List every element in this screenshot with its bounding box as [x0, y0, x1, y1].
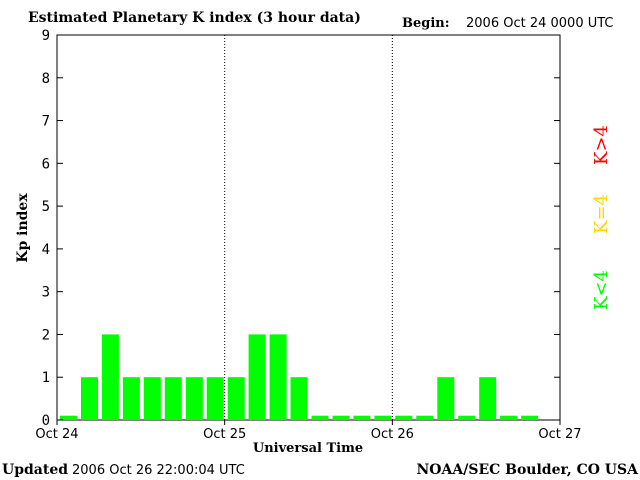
kp-bar — [521, 415, 539, 420]
legend-low: K<4 — [591, 270, 612, 310]
credit: NOAA/SEC Boulder, CO USA — [417, 462, 640, 478]
kp-bar — [227, 377, 245, 420]
kp-bar — [395, 415, 413, 420]
y-tick-label: 6 — [42, 156, 50, 172]
kp-bar — [164, 377, 182, 420]
y-axis-title: Kp index — [15, 193, 31, 263]
y-tick-label: 5 — [42, 199, 50, 215]
x-tick-label: Oct 24 — [35, 427, 78, 442]
kp-bar — [437, 377, 455, 420]
kp-bar — [60, 415, 77, 420]
x-tick-label: Oct 27 — [538, 427, 581, 442]
y-tick-label: 8 — [42, 71, 50, 87]
kp-bar — [143, 377, 161, 420]
x-axis-title: Universal Time — [253, 441, 363, 456]
begin-value: 2006 Oct 24 0000 UTC — [466, 16, 614, 31]
kp-bar — [479, 377, 497, 420]
updated-value: 2006 Oct 26 22:00:04 UTC — [72, 463, 245, 478]
kp-bar — [500, 415, 518, 420]
y-tick-label: 3 — [42, 285, 50, 301]
plot-frame — [56, 34, 561, 421]
y-tick-label: 1 — [42, 370, 50, 386]
updated-label: Updated — [2, 462, 68, 478]
kp-bar — [122, 377, 140, 420]
kp-bar — [332, 415, 350, 420]
legend-high: K>4 — [591, 125, 612, 165]
x-axis-ticks: Oct 24 Oct 25 Oct 26 Oct 27 — [35, 420, 582, 442]
kp-bar — [353, 415, 371, 420]
kp-bar — [81, 377, 98, 420]
kp-bar — [248, 334, 266, 420]
y-tick-label: 7 — [42, 114, 50, 130]
bars — [60, 334, 539, 420]
kp-bar — [311, 415, 329, 420]
kp-bar — [458, 415, 476, 420]
kp-bar — [374, 415, 392, 420]
day-separators — [224, 35, 393, 420]
chart-title: Estimated Planetary K index (3 hour data… — [28, 10, 361, 26]
y-axis-ticks: 0 1 2 3 4 5 6 7 8 9 — [42, 28, 560, 429]
x-tick-label: Oct 26 — [371, 427, 414, 442]
y-tick-label: 2 — [42, 327, 50, 343]
y-tick-label: 9 — [42, 28, 50, 44]
kp-bar — [290, 377, 308, 420]
y-tick-label: 0 — [42, 413, 50, 429]
kp-bar — [101, 334, 119, 420]
y-tick-label: 4 — [42, 242, 50, 258]
kp-bar — [206, 377, 224, 420]
legend-equal: K=4 — [591, 194, 612, 234]
begin-label: Begin: — [402, 16, 450, 31]
kp-bar — [185, 377, 203, 420]
kp-bar — [269, 334, 287, 420]
x-tick-label: Oct 25 — [203, 427, 246, 442]
kp-bar — [416, 415, 434, 420]
